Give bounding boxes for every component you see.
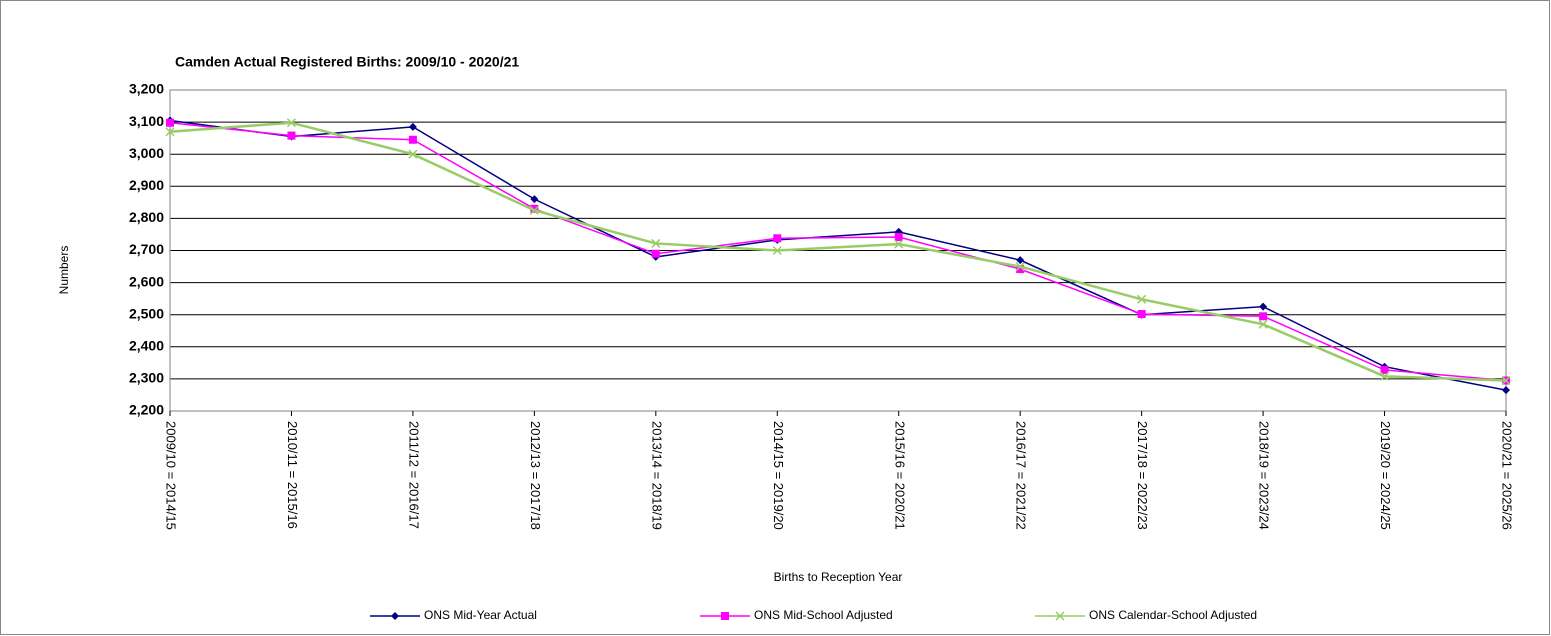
- data-point: [1502, 386, 1510, 395]
- data-point: [286, 118, 296, 128]
- data-point: [651, 249, 660, 258]
- data-point: [529, 205, 539, 215]
- data-point: [773, 234, 782, 243]
- x-tick-label: 2012/13 = 2017/18: [528, 421, 543, 530]
- data-point: [772, 245, 782, 256]
- x-tick-label: 2015/16 = 2020/21: [892, 421, 907, 530]
- x-tick-label: 2009/10 = 2014/15: [164, 421, 179, 530]
- y-tick-label: 2,700: [129, 241, 164, 257]
- data-point: [530, 204, 539, 213]
- data-point: [165, 127, 175, 137]
- chart-title: Camden Actual Registered Births: 2009/10…: [175, 54, 519, 70]
- data-point: [1016, 256, 1025, 265]
- x-tick-label: 2019/20 = 2024/25: [1378, 421, 1393, 530]
- data-point: [530, 195, 539, 204]
- data-point: [1259, 312, 1268, 321]
- x-tick-label: 2013/14 = 2018/19: [649, 421, 664, 530]
- y-axis-title: Numbers: [57, 246, 71, 295]
- y-tick-label: 3,000: [129, 145, 164, 161]
- x-tick-label: 2020/21 = 2025/26: [1500, 421, 1515, 530]
- data-point: [894, 233, 903, 242]
- data-point: [1380, 365, 1389, 374]
- x-tick-label: 2017/18 = 2022/23: [1135, 421, 1150, 530]
- legend-label: ONS Mid-School Adjusted: [754, 608, 893, 622]
- series-line: [169, 119, 1507, 391]
- data-point: [1259, 302, 1268, 311]
- data-point: [1016, 265, 1025, 274]
- x-tick-label: 2010/11 = 2015/16: [285, 421, 300, 529]
- data-point: [408, 135, 417, 144]
- data-point: [651, 238, 661, 248]
- data-point: [408, 149, 418, 159]
- legend-marker: [1055, 611, 1065, 621]
- x-axis-title: Births to Reception Year: [774, 570, 903, 584]
- legend-marker: [721, 612, 729, 620]
- legend-label: ONS Calendar-School Adjusted: [1089, 608, 1257, 622]
- data-point: [1137, 310, 1146, 319]
- data-point: [1380, 371, 1390, 381]
- x-tick-label: 2016/17 = 2021/22: [1014, 421, 1029, 530]
- y-tick-label: 2,600: [129, 273, 164, 289]
- x-tick-label: 2014/15 = 2019/20: [771, 421, 786, 530]
- plot-border: [169, 89, 1507, 412]
- data-point: [1137, 294, 1147, 304]
- data-point: [1015, 262, 1025, 272]
- y-tick-label: 2,400: [129, 338, 164, 354]
- data-point: [1501, 375, 1511, 386]
- y-tick-label: 2,800: [129, 209, 164, 225]
- y-tick-label: 3,100: [129, 113, 164, 129]
- data-point: [408, 122, 417, 131]
- x-tick-label: 2011/12 = 2016/17: [406, 421, 421, 529]
- y-tick-label: 3,200: [129, 81, 164, 97]
- legend-label: ONS Mid-Year Actual: [424, 608, 537, 622]
- data-point: [287, 131, 296, 140]
- x-tick-label: 2018/19 = 2023/24: [1257, 421, 1272, 530]
- y-tick-label: 2,900: [129, 177, 164, 193]
- legend-marker: [391, 612, 399, 620]
- data-point: [1258, 319, 1268, 329]
- series-line: [169, 121, 1507, 382]
- series-line: [169, 121, 1507, 382]
- data-point: [894, 239, 904, 249]
- y-tick-label: 2,500: [129, 305, 164, 321]
- y-tick-label: 2,200: [129, 402, 164, 418]
- y-tick-label: 2,300: [129, 370, 164, 386]
- data-point: [166, 118, 174, 127]
